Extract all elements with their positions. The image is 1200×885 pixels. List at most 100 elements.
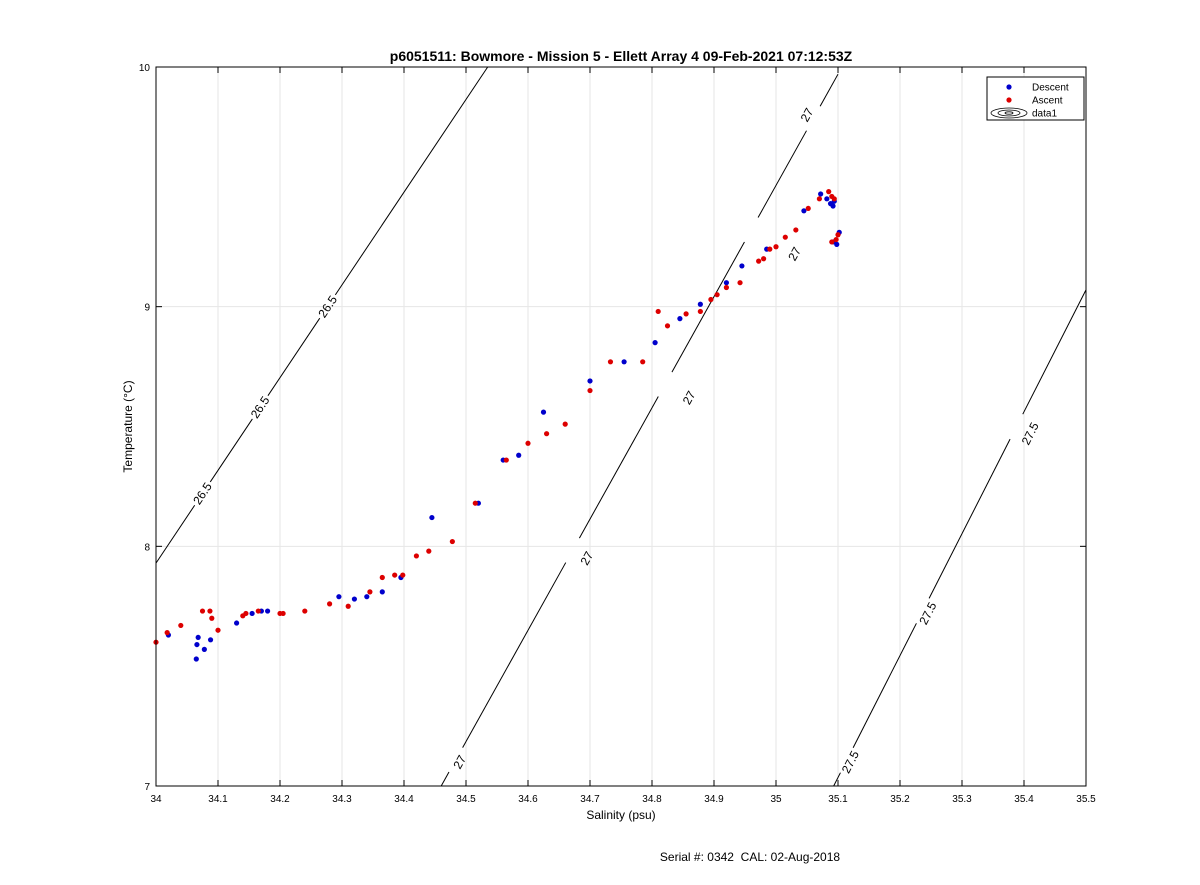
ascent-point	[209, 615, 215, 621]
x-tick-label: 34.1	[208, 794, 228, 805]
ascent-point	[773, 244, 779, 250]
ascent-point	[503, 457, 509, 463]
ascent-point	[833, 236, 839, 243]
ascent-point	[472, 500, 478, 506]
descent-point	[697, 301, 703, 307]
ascent-point	[714, 292, 720, 298]
legend-descent-marker	[1006, 84, 1012, 90]
x-tick-label: 35.5	[1076, 794, 1096, 805]
isopycnal-label: 26.5	[248, 393, 273, 420]
ascent-point	[302, 608, 308, 614]
legend-entry-label: Descent	[1032, 83, 1069, 94]
grid-lines	[155, 66, 1087, 787]
x-axis-label: Salinity (psu)	[586, 808, 655, 822]
ascent-point	[829, 239, 835, 245]
descent-point	[193, 656, 199, 662]
isopycnal-label: 27	[785, 244, 804, 263]
descent-point	[364, 594, 370, 600]
y-axis-label: Temperature (°C)	[121, 380, 135, 472]
descent-point	[201, 646, 207, 652]
descent-point	[801, 208, 807, 214]
x-tick-label: 35.3	[952, 794, 972, 805]
ascent-point	[805, 205, 811, 212]
isopycnal-label: 27.5	[839, 748, 862, 775]
x-tick-label: 34.9	[704, 794, 724, 805]
data-points	[153, 189, 842, 662]
descent-point	[652, 340, 658, 346]
isopycnal-line	[334, 66, 489, 296]
x-tick-label: 35	[770, 794, 782, 805]
ascent-point	[215, 627, 221, 633]
ascent-point	[816, 196, 823, 202]
ascent-point	[683, 311, 689, 317]
isopycnal-label: 26.5	[190, 480, 215, 507]
descent-point	[379, 589, 385, 595]
legend-data1-icon	[997, 109, 1021, 117]
ascent-point	[178, 622, 184, 629]
x-tick-label: 35.4	[1014, 794, 1034, 805]
ascent-point	[413, 553, 419, 559]
descent-point	[824, 196, 830, 202]
descent-point	[723, 280, 730, 286]
isopycnal-line	[671, 241, 745, 373]
descent-point	[677, 316, 683, 322]
descent-point	[540, 409, 547, 415]
descent-point	[739, 263, 745, 269]
x-tick-label: 34.5	[456, 794, 476, 805]
legend-data1-icon	[1004, 111, 1014, 115]
ascent-point	[164, 630, 170, 636]
isopycnal-line	[819, 73, 839, 107]
isopycnal-label: 27.5	[916, 600, 939, 627]
isopycnal-label: 27.5	[1019, 420, 1042, 447]
descent-point	[207, 637, 214, 643]
legend-box	[986, 76, 1085, 121]
ascent-point	[544, 431, 550, 437]
isopycnal-line	[1022, 289, 1087, 415]
legend-ascent-marker	[1006, 97, 1012, 103]
y-tick-label: 8	[144, 542, 150, 553]
legend-entry-label: data1	[1032, 109, 1057, 120]
x-tick-label: 34.2	[270, 794, 290, 805]
ascent-point	[243, 610, 249, 617]
ascent-point	[761, 256, 767, 262]
isopycnal-line	[833, 772, 841, 787]
ascent-point	[756, 258, 762, 264]
ascent-point	[607, 359, 614, 365]
ascent-point	[327, 601, 333, 607]
descent-point	[194, 641, 200, 648]
ascent-point	[379, 574, 385, 581]
cal-label: CAL: 02-Aug-2018	[740, 850, 841, 864]
isopycnal-line	[928, 438, 1011, 599]
ascent-point	[255, 608, 261, 614]
isopycnal-line	[757, 130, 807, 218]
serial-label: Serial #: 0342	[659, 850, 734, 864]
ascent-point	[793, 227, 799, 233]
descent-point	[587, 378, 593, 384]
descent-point	[621, 359, 627, 365]
descent-point	[351, 596, 357, 602]
isopycnal-label: 27	[798, 105, 817, 124]
ascent-point	[280, 610, 286, 617]
axis-ticks: 34 34.1 34.2 34.3 34.4 34.5 34.6 34.7 34.8 34.9 35…	[139, 63, 1096, 805]
ascent-point	[708, 296, 714, 303]
descent-point	[265, 608, 271, 614]
x-tick-label: 34.7	[580, 794, 600, 805]
x-tick-label: 35.2	[890, 794, 910, 805]
y-tick-label: 10	[139, 63, 151, 74]
ascent-point	[737, 280, 743, 286]
isopycnal-line	[267, 317, 321, 396]
isopycnal-line	[462, 562, 567, 748]
ascent-point	[723, 284, 730, 291]
ascent-point	[767, 246, 773, 252]
x-tick-label: 34	[150, 794, 162, 805]
descent-point	[429, 514, 435, 521]
ascent-point	[449, 538, 455, 545]
legend: Descent Ascent data1	[986, 76, 1085, 121]
isopycnal-line	[209, 418, 253, 483]
ascent-point	[400, 572, 406, 578]
x-tick-label: 34.8	[642, 794, 662, 805]
isopycnal-line	[440, 771, 450, 787]
descent-point	[830, 203, 836, 209]
